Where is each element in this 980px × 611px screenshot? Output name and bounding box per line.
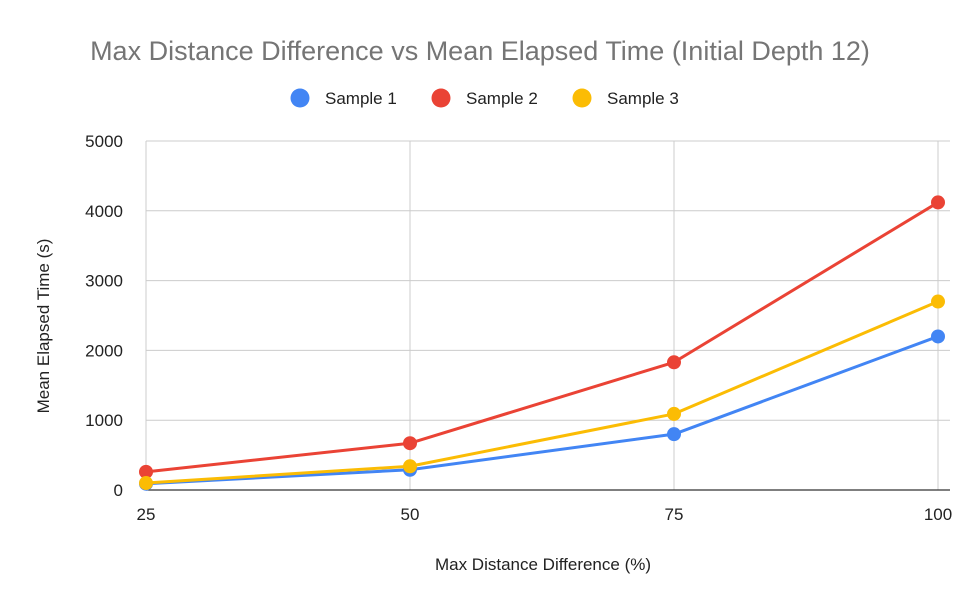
y-tick-label: 5000	[85, 132, 123, 151]
y-tick-label: 3000	[85, 272, 123, 291]
series-line	[144, 334, 940, 486]
x-tick-label: 100	[924, 505, 952, 524]
y-tick-label: 4000	[85, 202, 123, 221]
y-axis-label: Mean Elapsed Time (s)	[34, 239, 53, 414]
legend-item: Sample 2	[431, 88, 538, 108]
y-tick-label: 2000	[85, 341, 123, 360]
series-sample-1	[139, 329, 945, 491]
legend-label: Sample 1	[325, 89, 397, 108]
data-point	[403, 459, 417, 474]
series-sample-2	[139, 195, 945, 479]
x-axis-label: Max Distance Difference (%)	[435, 555, 651, 574]
data-point	[139, 476, 153, 491]
x-tick-label: 25	[137, 505, 156, 524]
data-point	[931, 294, 945, 309]
data-point	[139, 464, 153, 479]
data-point	[667, 355, 681, 370]
data-point	[403, 436, 417, 451]
y-tick-label: 1000	[85, 411, 123, 430]
legend-marker	[290, 88, 310, 108]
x-tick-label: 50	[401, 505, 420, 524]
x-tick-label: 75	[665, 505, 684, 524]
data-point	[931, 195, 945, 210]
data-point	[667, 406, 681, 421]
series	[139, 195, 945, 491]
y-tick-label: 0	[114, 481, 123, 500]
grid	[145, 140, 950, 490]
legend-label: Sample 3	[607, 89, 679, 108]
legend-marker	[572, 88, 592, 108]
legend: Sample 1 Sample 2 Sample 3	[290, 88, 679, 108]
series-sample-3	[139, 294, 945, 491]
data-point	[931, 329, 945, 344]
legend-item: Sample 1	[290, 88, 397, 108]
data-point	[667, 427, 681, 442]
legend-label: Sample 2	[466, 89, 538, 108]
legend-marker	[431, 88, 451, 108]
legend-item: Sample 3	[572, 88, 679, 108]
series-line	[144, 300, 940, 485]
series-line	[144, 200, 940, 474]
axes: 0 1000 2000 3000 4000 5000 25 50 75 100	[85, 132, 952, 524]
chart-title: Max Distance Difference vs Mean Elapsed …	[90, 36, 870, 66]
